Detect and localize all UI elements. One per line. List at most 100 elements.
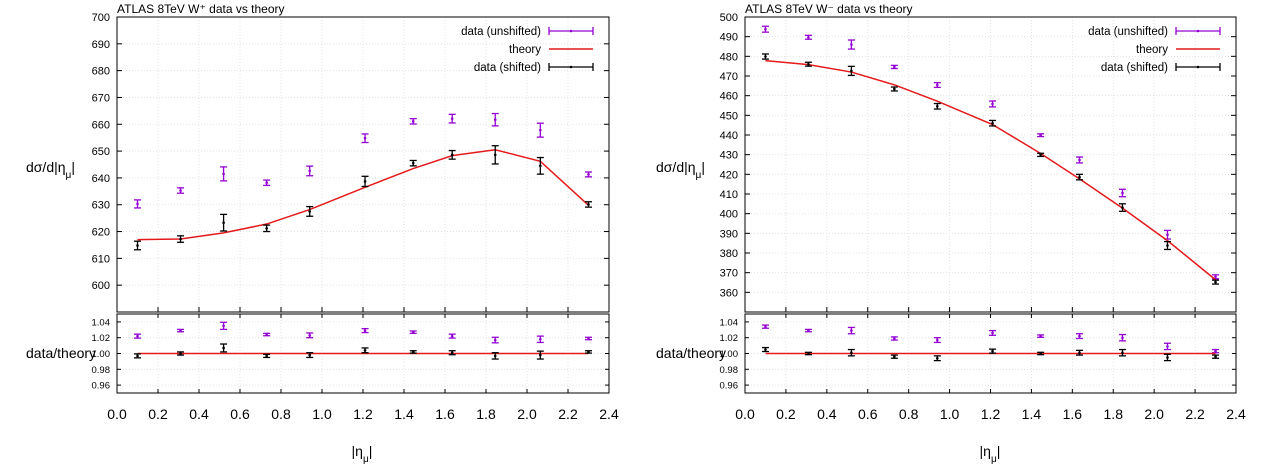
main-data-point (933, 82, 941, 89)
y-tick-label: 380 (720, 248, 738, 260)
y-tick-label: 370 (720, 268, 738, 280)
point-marker (179, 352, 182, 355)
main-data-point (761, 53, 769, 60)
point-marker (1214, 280, 1217, 284)
legend-label: data (shifted) (1101, 62, 1168, 74)
main-data-point (933, 102, 941, 110)
ratio-y-tick-label: 1.00 (720, 349, 739, 360)
point-marker (265, 181, 268, 185)
point-marker (1078, 158, 1081, 162)
x-tick-label: 0.8 (271, 406, 291, 422)
x-tick-label: 1.6 (435, 406, 455, 422)
point-marker (1121, 206, 1124, 209)
point-marker (991, 331, 994, 335)
x-tick-label: 1.8 (476, 406, 496, 422)
ratio-plot-frame (744, 313, 1237, 394)
point-marker (265, 354, 268, 358)
ratio-data-point (890, 354, 898, 359)
point-marker (1166, 244, 1169, 247)
point-marker (539, 337, 542, 341)
x-tick-label: 0.2 (148, 406, 168, 422)
ratio-y-tick-label: 0.98 (92, 365, 111, 376)
point-marker (363, 349, 367, 352)
main-data-point (1118, 203, 1126, 212)
legend: data (unshifted) theory data (shifted) (461, 26, 594, 74)
ratio-data-point (220, 343, 228, 353)
main-data-point (847, 65, 855, 77)
point-marker (363, 329, 367, 332)
main-data-point (804, 61, 812, 67)
main-data-point (409, 117, 417, 125)
y-tick-label: 700 (92, 12, 110, 24)
y-tick-label: 660 (92, 119, 110, 131)
ratio-data-point (220, 321, 228, 331)
y-tick-label: 400 (720, 209, 738, 221)
main-data-point (989, 100, 997, 108)
chart-title: ATLAS 8TeV W⁺ data vs theory (117, 2, 285, 16)
ratio-data-point (1212, 348, 1220, 354)
main-data-point (177, 187, 185, 194)
x-tick-label: 1.2 (981, 406, 1001, 422)
point-marker (450, 351, 454, 355)
ratio-data-point (134, 353, 141, 359)
point-marker (1039, 334, 1042, 338)
point-marker (764, 27, 767, 31)
ratio-data-point (1075, 349, 1083, 356)
ratio-data-point (536, 350, 544, 360)
point-marker (265, 333, 268, 336)
y-tick-label: 420 (720, 169, 738, 181)
x-axis-label: |ημ| (980, 443, 1001, 465)
point-marker (222, 172, 225, 176)
x-tick-label: 1.4 (394, 406, 414, 422)
point-marker (893, 65, 896, 69)
point-marker (1121, 336, 1124, 340)
point-marker (936, 338, 939, 342)
point-marker (411, 120, 415, 123)
ratio-data-point (1212, 354, 1220, 359)
main-data-point (761, 25, 769, 33)
point-marker (764, 348, 767, 351)
main-data-point (1075, 173, 1083, 181)
main-data-point (536, 122, 544, 138)
point-marker (179, 329, 182, 332)
legend-label: theory (509, 44, 541, 56)
point-marker (539, 128, 542, 132)
main-data-point (134, 199, 141, 209)
point-marker (1214, 275, 1217, 279)
ratio-y-tick-label: 1.00 (92, 349, 111, 360)
point-marker (363, 180, 367, 183)
point-marker (991, 349, 994, 353)
main-data-point (585, 201, 592, 208)
ratio-data-point (847, 348, 855, 357)
ratio-data-point (989, 348, 997, 354)
point-marker (936, 104, 939, 108)
point-marker (222, 221, 225, 224)
ratio-y-tick-label: 0.96 (92, 381, 111, 392)
main-data-point (491, 145, 499, 165)
x-tick-label: 2.0 (517, 406, 537, 422)
point-marker (1166, 356, 1169, 359)
point-marker (308, 353, 312, 357)
point-marker (1078, 334, 1081, 338)
ratio-data-point (448, 333, 456, 339)
y-tick-label: 450 (720, 110, 738, 122)
y-tick-label: 410 (720, 189, 738, 201)
ratio-data-point (1118, 333, 1126, 342)
main-theory-line (137, 148, 590, 241)
ratio-data-point (306, 352, 314, 359)
x-tick-label: 2.2 (1185, 406, 1205, 422)
ratio-data-point (134, 333, 141, 339)
point-marker (807, 329, 810, 332)
main-plot-frame (744, 16, 1237, 313)
point-marker (539, 353, 542, 357)
legend-swatch-marker (569, 65, 573, 69)
ratio-data-point (804, 351, 812, 356)
main-data-point (220, 213, 228, 232)
y-tick-label: 680 (92, 66, 110, 78)
point-marker (807, 62, 810, 66)
y-axis-label: dσ/d|ημ| (656, 159, 705, 181)
point-marker (991, 102, 994, 106)
ratio-y-tick-label: 1.02 (92, 333, 111, 344)
point-marker (1121, 191, 1124, 195)
point-marker (807, 352, 810, 355)
